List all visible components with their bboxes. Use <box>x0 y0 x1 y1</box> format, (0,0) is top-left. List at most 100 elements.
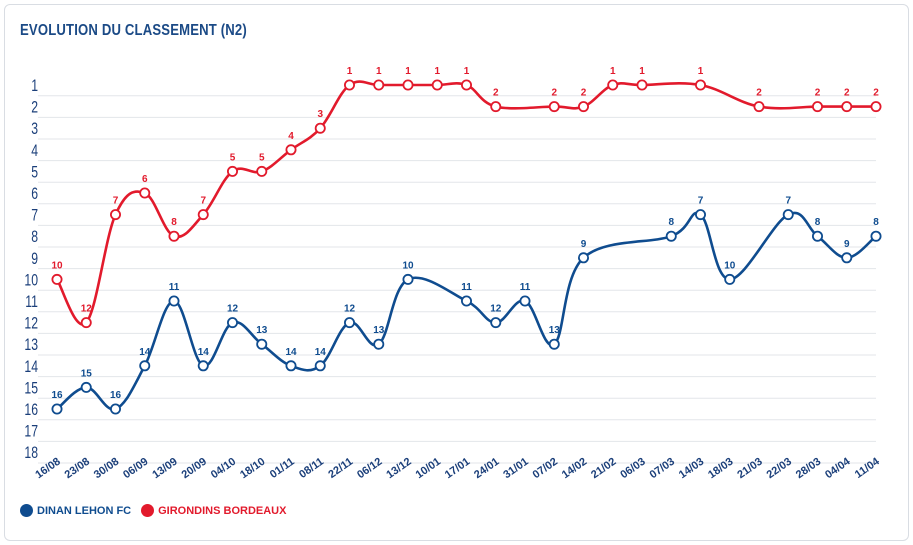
data-label-bordeaux: 12 <box>81 304 93 315</box>
y-tick-label: 13 <box>24 336 38 354</box>
y-tick-label: 6 <box>31 185 38 203</box>
y-tick-label: 17 <box>24 423 38 441</box>
data-label-dinan: 12 <box>227 304 239 315</box>
data-point-dinan <box>256 338 268 350</box>
data-point-bordeaux <box>139 187 151 199</box>
data-label-dinan: 8 <box>815 217 821 228</box>
data-label-bordeaux: 1 <box>347 66 353 77</box>
data-label-dinan: 10 <box>402 260 414 271</box>
data-point-dinan <box>578 252 590 264</box>
x-tick-label: 04/04 <box>823 455 853 481</box>
data-label-bordeaux: 3 <box>317 109 323 120</box>
data-label-bordeaux: 8 <box>171 217 177 228</box>
data-point-bordeaux <box>636 79 648 91</box>
x-tick-label: 31/01 <box>501 456 530 482</box>
data-point-bordeaux <box>753 101 765 113</box>
data-point-bordeaux <box>431 79 443 91</box>
data-point-bordeaux <box>607 79 619 91</box>
x-tick-label: 06/09 <box>121 456 150 482</box>
legend-label-dinan: DINAN LEHON FC <box>37 504 132 517</box>
y-tick-label: 12 <box>24 315 38 333</box>
legend-item-dinan: DINAN LEHON FC <box>20 504 131 517</box>
data-point-dinan <box>168 295 180 307</box>
data-label-bordeaux: 2 <box>873 88 879 99</box>
data-point-bordeaux <box>402 79 414 91</box>
data-point-dinan <box>870 230 882 242</box>
data-label-bordeaux: 1 <box>464 66 470 77</box>
x-tick-label: 18/03 <box>706 456 735 482</box>
data-label-dinan: 14 <box>139 347 151 358</box>
chart-title: EVOLUTION DU CLASSEMENT (N2) <box>20 22 247 39</box>
x-tick-label: 07/02 <box>531 456 560 482</box>
y-tick-label: 10 <box>24 272 38 290</box>
y-tick-label: 5 <box>31 164 38 182</box>
y-tick-label: 7 <box>31 207 38 225</box>
data-label-dinan: 10 <box>724 260 736 271</box>
data-point-dinan <box>519 295 531 307</box>
x-tick-label: 06/03 <box>618 456 647 482</box>
data-label-bordeaux: 2 <box>551 88 557 99</box>
data-point-bordeaux <box>578 101 590 113</box>
x-tick-label: 28/03 <box>794 456 823 482</box>
gridlines <box>38 95 876 464</box>
data-point-dinan <box>695 209 707 221</box>
data-label-dinan: 14 <box>285 347 297 358</box>
data-label-dinan: 15 <box>81 368 93 379</box>
y-tick-label: 11 <box>25 293 38 311</box>
data-label-bordeaux: 2 <box>756 88 762 99</box>
data-label-dinan: 9 <box>844 239 850 250</box>
data-point-dinan <box>343 317 355 329</box>
x-tick-label: 06/12 <box>355 456 384 482</box>
data-point-dinan <box>314 360 326 372</box>
data-label-bordeaux: 1 <box>698 66 704 77</box>
x-tick-label: 21/02 <box>589 456 618 482</box>
x-tick-label: 17/01 <box>443 456 472 482</box>
legend-swatch-bordeaux <box>141 504 155 517</box>
data-point-bordeaux <box>548 101 560 113</box>
data-label-dinan: 9 <box>581 239 587 250</box>
data-label-dinan: 13 <box>256 325 268 336</box>
x-tick-label: 04/10 <box>209 456 238 482</box>
x-tick-label: 30/08 <box>92 456 121 482</box>
x-tick-label: 18/10 <box>238 456 267 482</box>
data-label-dinan: 8 <box>668 217 674 228</box>
data-label-dinan: 12 <box>344 304 356 315</box>
data-point-bordeaux <box>490 101 502 113</box>
x-tick-label: 11/04 <box>853 455 883 481</box>
x-tick-label: 13/12 <box>384 456 413 482</box>
data-point-dinan <box>51 403 63 415</box>
data-point-bordeaux <box>80 317 92 329</box>
data-label-bordeaux: 2 <box>815 88 821 99</box>
chart-card <box>4 4 909 541</box>
data-label-bordeaux: 7 <box>113 196 119 207</box>
data-point-dinan <box>110 403 122 415</box>
x-tick-label: 22/03 <box>765 456 794 482</box>
data-label-dinan: 11 <box>520 282 531 293</box>
data-label-dinan: 12 <box>490 304 502 315</box>
legend-item-bordeaux: GIRONDINS BORDEAUX <box>141 504 286 517</box>
data-point-dinan <box>665 230 677 242</box>
legend-label-bordeaux: GIRONDINS BORDEAUX <box>158 504 287 517</box>
x-tick-label: 23/08 <box>63 456 92 482</box>
data-label-bordeaux: 6 <box>142 174 148 185</box>
data-label-dinan: 16 <box>51 390 63 401</box>
data-point-dinan <box>226 317 238 329</box>
y-tick-label: 8 <box>31 228 38 246</box>
data-point-bordeaux <box>695 79 707 91</box>
data-label-bordeaux: 5 <box>259 152 265 163</box>
data-point-dinan <box>402 273 414 285</box>
data-label-dinan: 14 <box>198 347 210 358</box>
data-label-dinan: 7 <box>698 196 704 207</box>
data-label-dinan: 7 <box>785 196 791 207</box>
x-tick-label: 20/09 <box>180 456 209 482</box>
data-point-bordeaux <box>226 165 238 177</box>
y-tick-label: 9 <box>31 250 38 268</box>
data-label-dinan: 14 <box>315 347 327 358</box>
x-tick-label: 14/02 <box>560 456 589 482</box>
data-label-dinan: 11 <box>461 282 472 293</box>
data-point-dinan <box>812 230 824 242</box>
y-tick-label: 4 <box>31 142 38 160</box>
data-point-dinan <box>197 360 209 372</box>
data-point-bordeaux <box>110 209 122 221</box>
x-tick-label: 24/01 <box>472 456 501 482</box>
